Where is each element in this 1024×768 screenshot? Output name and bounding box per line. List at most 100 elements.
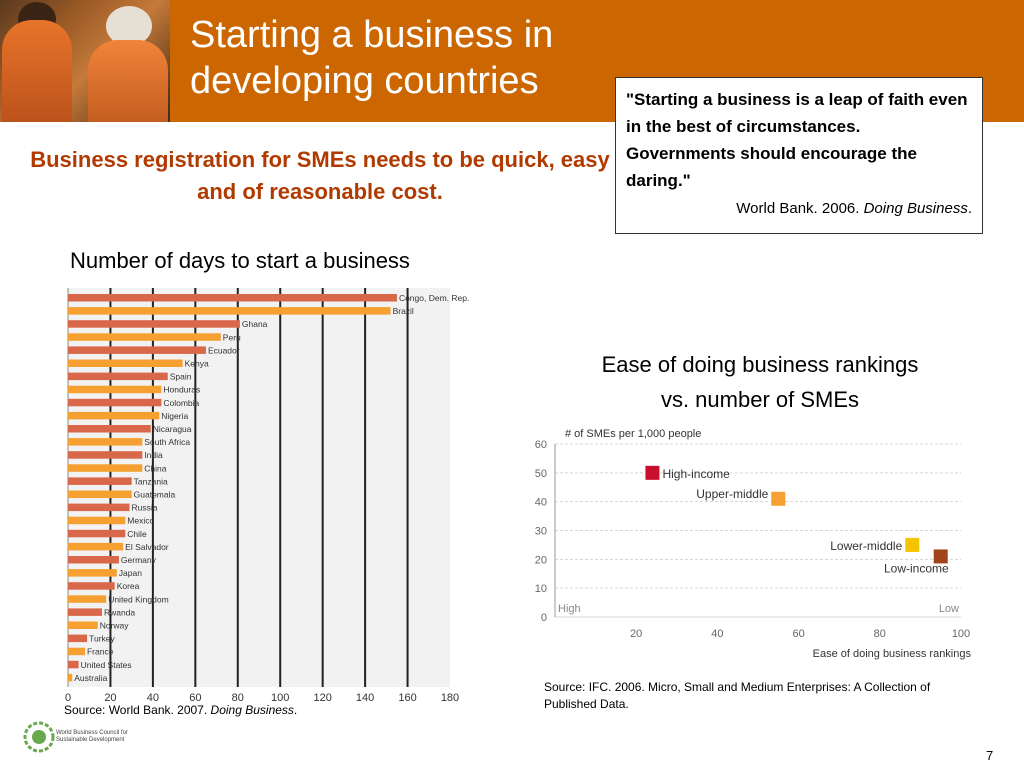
bar-x-tick-label: 20: [104, 692, 116, 704]
scatter-y-axis-label: # of SMEs per 1,000 people: [565, 428, 701, 440]
bar: [68, 346, 206, 354]
bar: [68, 359, 183, 367]
bar-category-label: Rwanda: [104, 607, 135, 617]
source-left-end: .: [293, 703, 298, 717]
scatter-point: [905, 537, 920, 552]
bar-category-label: Brazil: [393, 306, 414, 316]
bar: [68, 451, 143, 459]
bar-category-label: United Kingdom: [108, 594, 168, 604]
bar: [68, 320, 240, 328]
quote-box: "Starting a business is a leap of faith …: [615, 77, 983, 234]
scatter-x-tick-label: 60: [792, 628, 804, 640]
scatter-y-tick-label: 10: [535, 583, 547, 595]
bar-category-label: Spain: [170, 372, 192, 382]
bar: [68, 516, 126, 525]
source-left-text: Source: World Bank. 2007.: [64, 703, 211, 717]
bar-category-label: Turkey: [89, 634, 115, 644]
bar-category-label: Norway: [100, 621, 130, 631]
bar: [68, 542, 124, 551]
bar-category-label: Nigeria: [161, 411, 188, 421]
bar-x-tick-label: 0: [65, 692, 71, 704]
bar: [68, 333, 221, 341]
bar-x-tick-label: 140: [356, 692, 374, 704]
scatter-point: [771, 491, 786, 506]
source-left: Source: World Bank. 2007. Doing Business…: [64, 703, 297, 717]
scatter-point-label: High-income: [662, 467, 730, 481]
bar-category-label: El Salvador: [125, 542, 169, 552]
bar: [68, 438, 143, 446]
scatter-point: [645, 465, 660, 480]
bar-category-label: Nicaragua: [153, 424, 192, 434]
bar-category-label: Kenya: [185, 359, 209, 369]
bar-category-label: Honduras: [163, 385, 200, 395]
bar: [68, 595, 107, 603]
scatter-point-label: Lower-middle: [830, 539, 902, 553]
bar: [68, 569, 117, 577]
scatter-heading-line-2: vs. number of SMEs: [660, 387, 860, 412]
bar: [68, 647, 85, 656]
bar: [68, 582, 115, 590]
bar-x-tick-label: 60: [189, 692, 201, 704]
bar: [68, 490, 132, 498]
source-right: Source: IFC. 2006. Micro, Small and Medi…: [544, 680, 931, 711]
scatter-x-tick-label: 40: [711, 628, 723, 640]
scatter-y-tick-label: 50: [535, 468, 547, 480]
scatter-high-label: High: [558, 603, 581, 615]
scatter-x-tick-label: 100: [952, 628, 970, 640]
quote-source-end: .: [967, 200, 972, 217]
quote-source: World Bank. 2006. Doing Business.: [626, 200, 972, 217]
bar-category-label: South Africa: [144, 437, 190, 447]
scatter-y-tick-label: 40: [535, 497, 547, 509]
scatter-x-tick-label: 80: [874, 628, 886, 640]
bar: [68, 425, 151, 433]
bar: [68, 634, 88, 643]
bar: [68, 398, 162, 407]
logo-text: World Business Council for Sustainable D…: [56, 730, 128, 743]
bar-category-label: Japan: [119, 568, 142, 578]
bar: [68, 294, 397, 302]
title-line-1: Starting a business in: [190, 14, 554, 56]
bar-category-label: Peru: [223, 332, 241, 342]
bar-category-label: Germany: [121, 555, 157, 565]
bar-category-label: United States: [81, 660, 132, 670]
bar-plot-background: [68, 288, 450, 687]
bar-category-label: Russia: [132, 503, 158, 513]
bar-category-label: Colombia: [163, 398, 199, 408]
scatter-x-axis-label: Ease of doing business rankings: [813, 648, 972, 660]
workers-photo: [0, 0, 170, 122]
bar-category-label: Australia: [74, 673, 107, 683]
page-number: 7: [986, 748, 994, 763]
scatter-x-tick-label: 20: [630, 628, 642, 640]
bar: [68, 385, 162, 394]
scatter-y-tick-label: 20: [535, 554, 547, 566]
bar: [68, 660, 79, 669]
bar-category-label: Mexico: [127, 516, 154, 526]
bar-category-label: India: [144, 450, 163, 460]
bar: [68, 673, 73, 682]
bar-category-label: China: [144, 463, 166, 473]
bar: [68, 307, 391, 315]
bar-category-label: Congo, Dem. Rep.: [399, 293, 469, 303]
quote-source-italic: Doing Business: [863, 200, 968, 217]
bar: [68, 477, 132, 485]
slide-title: Starting a business in developing countr…: [190, 12, 553, 104]
scatter-chart-heading: Ease of doing business rankings vs. numb…: [540, 347, 980, 417]
scatter-y-tick-label: 60: [535, 439, 547, 451]
bar-category-label: Ghana: [242, 319, 268, 329]
bar-x-tick-label: 120: [313, 692, 331, 704]
scatter-y-tick-label: 30: [535, 526, 547, 538]
bar: [68, 621, 98, 629]
bar-category-label: France: [87, 647, 114, 657]
days-bar-chart: 0 20 40 60 80 100 120 140 160 180 Congo, Dem. Rep.…: [65, 288, 469, 704]
scatter-point: [933, 549, 948, 564]
quote-text: "Starting a business is a leap of faith …: [626, 90, 968, 190]
bar-x-tick-label: 80: [232, 692, 244, 704]
title-line-2: developing countries: [190, 60, 539, 102]
bar: [68, 411, 160, 420]
bar-x-tick-label: 180: [441, 692, 459, 704]
bar-category-label: Ecuador: [208, 345, 240, 355]
wbcsd-logo-icon: [23, 721, 55, 753]
scatter-y-tick-label: 0: [541, 612, 547, 624]
bar-chart-heading: Number of days to start a business: [70, 248, 410, 273]
bar: [68, 529, 126, 538]
